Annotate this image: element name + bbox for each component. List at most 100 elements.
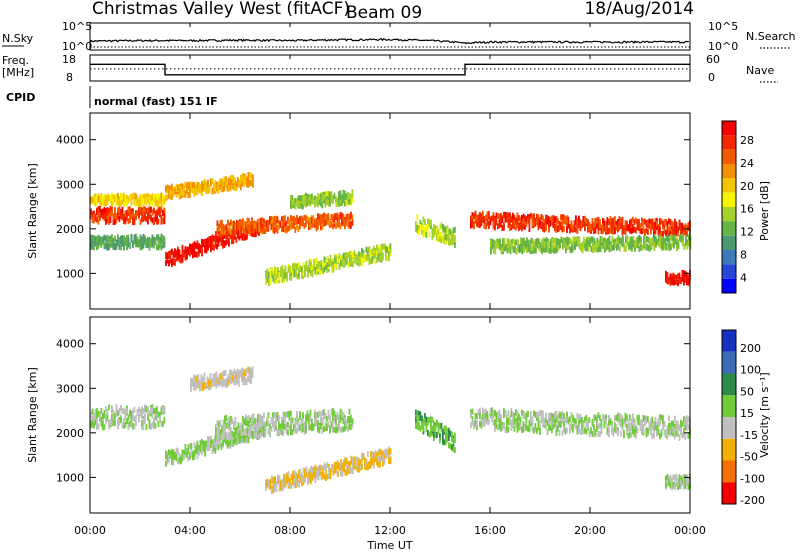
echo-cell — [235, 373, 237, 380]
echo-cell — [334, 257, 336, 264]
echo-cell — [676, 240, 678, 247]
echo-cell — [148, 409, 151, 416]
echo-cell — [243, 436, 245, 443]
echo-cell — [144, 207, 146, 214]
echo-cell — [126, 209, 128, 216]
echo-cell — [282, 419, 285, 426]
echo-cell — [670, 243, 672, 250]
echo-cell — [350, 467, 353, 474]
echo-cell — [227, 373, 230, 380]
echo-cell — [593, 238, 596, 245]
echo-cell — [238, 182, 241, 188]
echo-cell — [476, 413, 478, 419]
echo-cell — [553, 247, 555, 254]
echo-cell — [309, 409, 312, 416]
echo-cell — [374, 248, 377, 254]
echo-cell — [165, 194, 167, 201]
echo-cell — [612, 217, 615, 224]
echo-cell — [672, 272, 675, 279]
echo-cell — [587, 422, 589, 429]
echo-cell — [141, 243, 143, 250]
echo-cell — [283, 274, 285, 281]
echo-cell — [585, 428, 588, 435]
echo-cell — [498, 411, 501, 418]
echo-cell — [201, 238, 203, 245]
echo-cell — [245, 229, 247, 235]
echo-cell — [549, 220, 552, 227]
echo-cell — [687, 274, 690, 281]
echo-cell — [290, 266, 293, 273]
echo-cell — [539, 428, 541, 435]
echo-cell — [130, 411, 133, 417]
echo-cell — [339, 426, 342, 433]
echo-cell — [512, 221, 514, 228]
echo-cell — [244, 175, 247, 182]
echo-cell — [371, 451, 374, 458]
echo-cell — [133, 415, 136, 422]
echo-cell — [416, 225, 419, 231]
echo-cell — [554, 247, 557, 254]
echo-cell — [91, 217, 94, 223]
power-cb-tick-label: 28 — [740, 134, 754, 147]
echo-cell — [430, 219, 432, 226]
echo-cell — [344, 260, 347, 267]
echo-cell — [510, 419, 513, 426]
echo-cell — [474, 419, 477, 426]
echo-cell — [112, 199, 115, 206]
echo-cell — [225, 176, 227, 183]
echo-cell — [657, 224, 660, 231]
echo-cell — [229, 369, 231, 376]
echo-cell — [91, 408, 94, 415]
echo-cell — [139, 218, 142, 225]
echo-cell — [471, 419, 474, 426]
echo-cell — [218, 428, 220, 435]
echo-cell — [371, 459, 374, 466]
echo-cell — [433, 224, 435, 231]
echo-cell — [291, 429, 294, 436]
echo-cell — [509, 415, 511, 422]
echo-cell — [530, 212, 532, 219]
echo-cell — [285, 220, 288, 227]
echo-cell — [520, 237, 522, 244]
echo-cell — [514, 247, 516, 253]
echo-cell — [136, 241, 139, 248]
echo-cell — [579, 221, 582, 228]
echo-cell — [258, 421, 261, 428]
echo-cell — [299, 202, 301, 209]
echo-cell — [506, 424, 508, 431]
echo-cell — [266, 276, 269, 283]
echo-cell — [298, 479, 300, 486]
echo-cell — [198, 250, 200, 257]
echo-cell — [336, 212, 339, 219]
echo-cell — [587, 226, 589, 233]
echo-cell — [385, 451, 387, 458]
echo-cell — [102, 236, 104, 243]
echo-cell — [677, 279, 679, 286]
echo-cell — [328, 466, 330, 473]
echo-cell — [565, 243, 567, 250]
echo-cell — [227, 423, 229, 430]
echo-cell — [563, 214, 565, 221]
echo-cell — [112, 213, 115, 220]
echo-cell — [437, 234, 440, 241]
echo-cell — [344, 425, 346, 432]
echo-cell — [575, 236, 578, 243]
echo-cell — [91, 241, 94, 248]
echo-cell — [597, 220, 600, 227]
echo-cell — [652, 240, 654, 247]
echo-cell — [573, 417, 576, 424]
echo-cell — [526, 237, 528, 244]
freq-label-line1: Freq. — [2, 54, 29, 67]
echo-cell — [105, 418, 107, 425]
echo-cell — [661, 242, 663, 249]
echo-cell — [575, 215, 577, 222]
echo-cell — [302, 216, 304, 223]
echo-cell — [361, 253, 363, 260]
echo-cell — [311, 193, 313, 200]
echo-cell — [443, 225, 446, 232]
echo-cell — [232, 234, 235, 241]
echo-cell — [388, 245, 390, 252]
power-cb-tick-label: 4 — [740, 272, 747, 285]
echo-cell — [533, 410, 535, 417]
echo-cell — [295, 482, 297, 489]
